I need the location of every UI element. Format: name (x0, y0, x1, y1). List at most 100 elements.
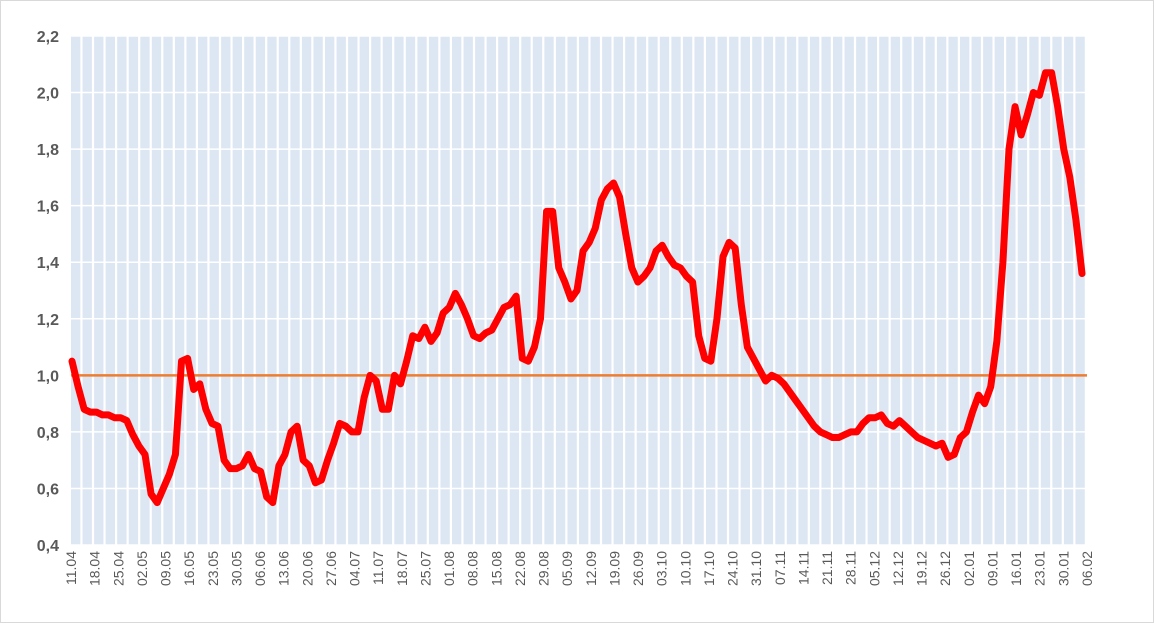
grid-band (1075, 36, 1085, 545)
grid-band (348, 36, 358, 545)
series-line (68, 69, 1086, 507)
grid-band (809, 36, 820, 545)
grid-band (544, 36, 554, 545)
grid-bands (71, 36, 1085, 545)
grid-band (602, 36, 612, 545)
grid-band (105, 36, 115, 545)
grid-band (913, 36, 924, 545)
grid-band (740, 36, 750, 545)
x-tick-label: 18.07 (394, 551, 410, 586)
y-tick-label: 0,4 (37, 538, 59, 555)
grid-band (555, 36, 566, 545)
x-tick-label: 23.05 (205, 551, 221, 586)
grid-band (971, 36, 981, 545)
grid-band (682, 36, 693, 545)
x-tick-label: 16.01 (1008, 551, 1024, 586)
grid-band (1052, 36, 1062, 545)
x-tick-label: 24.10 (725, 551, 741, 586)
x-tick-label: 02.01 (961, 551, 977, 586)
x-tick-label: 28.11 (843, 551, 859, 585)
grid-band (440, 36, 450, 545)
grid-band (936, 36, 947, 545)
y-tick-label: 0,8 (37, 425, 59, 442)
y-tick-label: 1,0 (37, 368, 59, 385)
grid-band (798, 36, 808, 545)
x-tick-label: 09.01 (984, 551, 1000, 586)
grid-band (821, 36, 831, 545)
y-tick-label: 2,0 (37, 86, 59, 103)
y-tick-label: 1,8 (37, 142, 59, 159)
grid-band (648, 36, 658, 545)
grid-band (209, 36, 219, 545)
grid-band (567, 36, 577, 545)
x-tick-label: 26.12 (937, 551, 953, 586)
grid-band (902, 36, 912, 545)
x-tick-label: 08.08 (465, 551, 481, 586)
grid-band (729, 36, 739, 545)
x-tick-label: 20.06 (299, 551, 315, 586)
grid-band (532, 36, 543, 545)
x-tick-label: 19.09 (606, 551, 622, 586)
grid-band (706, 36, 716, 545)
grid-band (82, 36, 92, 545)
y-tick-label: 2,2 (37, 29, 59, 46)
grid-band (960, 36, 970, 545)
x-tick-label: 18.04 (87, 551, 103, 586)
grid-band (371, 36, 381, 545)
y-tick-label: 0,6 (37, 481, 59, 498)
x-tick-label: 25.04 (110, 551, 126, 586)
grid-band (290, 36, 300, 545)
x-tick-label: 17.10 (701, 551, 717, 586)
x-tick-label: 11.07 (370, 551, 386, 585)
grid-band (278, 36, 289, 545)
grid-band (475, 36, 485, 545)
x-tick-label: 13.06 (276, 551, 292, 586)
grid-band (117, 36, 127, 545)
grid-band (833, 36, 843, 545)
x-tick-label: 27.06 (323, 551, 339, 586)
x-tick-label: 06.02 (1079, 551, 1095, 586)
grid-band (948, 36, 958, 545)
grid-band (498, 36, 508, 545)
grid-band (1006, 36, 1016, 545)
grid-band (659, 36, 670, 545)
grid-band (405, 36, 416, 545)
x-tick-label: 10.10 (677, 551, 693, 586)
grid-band (94, 36, 104, 545)
grid-band (1029, 36, 1039, 545)
grid-band (186, 36, 196, 545)
grid-band (879, 36, 889, 545)
x-tick-label: 14.11 (795, 551, 811, 585)
x-tick-label: 09.05 (158, 551, 174, 586)
grid-band (394, 36, 404, 545)
grid-band (983, 36, 993, 545)
grid-band (128, 36, 139, 545)
x-tick-label: 25.07 (417, 551, 433, 586)
x-tick-label: 15.08 (488, 551, 504, 586)
grid-band (867, 36, 877, 545)
grid-band (359, 36, 369, 545)
x-tick-label: 02.05 (134, 551, 150, 586)
x-tick-label: 11.04 (63, 551, 79, 585)
grid-band (417, 36, 427, 545)
grid-band (775, 36, 785, 545)
x-tick-label: 12.09 (583, 551, 599, 586)
grid-band (313, 36, 323, 545)
x-tick-label: 22.08 (512, 551, 528, 586)
grid-band (244, 36, 254, 545)
grid-band (325, 36, 335, 545)
grid-band (151, 36, 162, 545)
grid-band (890, 36, 901, 545)
grid-band (636, 36, 647, 545)
x-axis-ticks: 11.04 18.04 25.04 02.05 09.05 16.05 23.05 30.05… (63, 551, 1095, 586)
grid-band (579, 36, 589, 545)
grid-band (463, 36, 473, 545)
grid-band (267, 36, 277, 545)
grid-band (925, 36, 935, 545)
x-tick-label: 23.01 (1032, 551, 1048, 586)
grid-band (844, 36, 854, 545)
grid-band (1040, 36, 1051, 545)
grid-band (71, 36, 81, 545)
x-tick-label: 05.12 (866, 551, 882, 586)
